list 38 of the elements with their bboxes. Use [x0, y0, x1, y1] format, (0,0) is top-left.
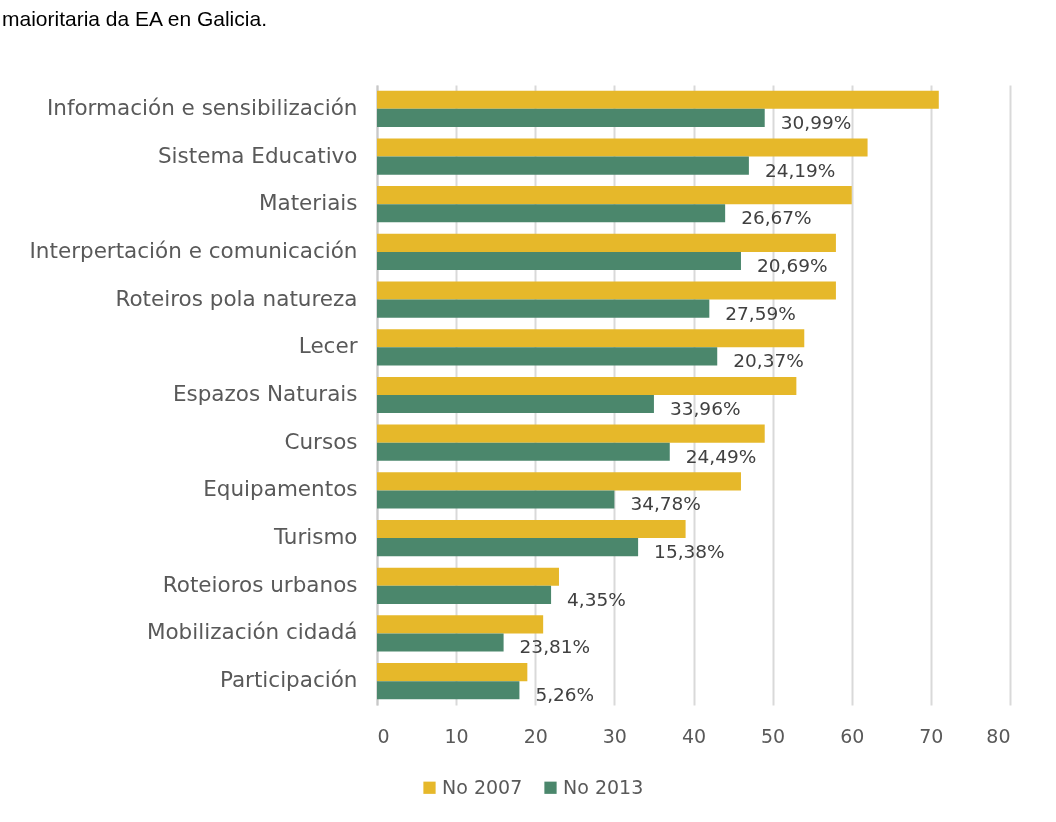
annotation: 23,81%: [519, 636, 591, 658]
x-tick-label: 60: [840, 724, 865, 747]
annotation: 26,67%: [741, 207, 812, 229]
y-tick-label: Materiais: [258, 190, 358, 216]
annotation: 4,35%: [567, 588, 626, 610]
y-tick-label: Equipamentos: [203, 476, 358, 502]
y-tick-label: Interpertación e comunicación: [29, 237, 358, 263]
y-tick-label: Cursos: [284, 428, 358, 454]
x-tick-label: 70: [919, 724, 944, 747]
x-tick-label: 80: [986, 724, 1011, 747]
legend-label: No 2007: [442, 775, 523, 798]
x-tick-label: 10: [444, 724, 469, 747]
legend-label: No 2013: [563, 775, 644, 798]
annotation: 34,78%: [630, 493, 701, 515]
y-tick-label: Sistema Educativo: [157, 142, 358, 168]
annotation: 24,19%: [764, 159, 836, 181]
x-tick-label: 50: [761, 724, 786, 747]
annotation: 27,59%: [725, 302, 796, 324]
y-tick-label: Espazos Naturais: [172, 381, 358, 406]
x-tick-label: 30: [602, 724, 627, 747]
text: maioritaria da EA en Galicia.: [2, 7, 267, 30]
annotation: 15,38%: [654, 541, 725, 563]
y-tick-label: Roteioros urbanos: [162, 571, 358, 597]
y-tick-label: Mobilización cidadá: [146, 619, 358, 645]
annotation: 20,37%: [733, 350, 804, 372]
y-tick-label: Información e sensibilización: [46, 94, 358, 120]
y-tick-label: Roteiros pola natureza: [115, 285, 358, 311]
y-tick-label: Lecer: [298, 333, 358, 359]
y-tick-label: Participación: [219, 667, 358, 693]
x-tick-label: 40: [681, 724, 707, 747]
annotation: 20,69%: [756, 254, 828, 276]
x-tick-label: 20: [523, 724, 548, 747]
annotation: 24,49%: [685, 445, 757, 467]
annotation: 30,99%: [780, 111, 852, 133]
y-tick-label: Turismo: [272, 524, 358, 550]
annotation: 33,96%: [669, 398, 741, 419]
x-tick-label: 0: [377, 724, 390, 747]
annotation: 5,26%: [535, 684, 595, 706]
